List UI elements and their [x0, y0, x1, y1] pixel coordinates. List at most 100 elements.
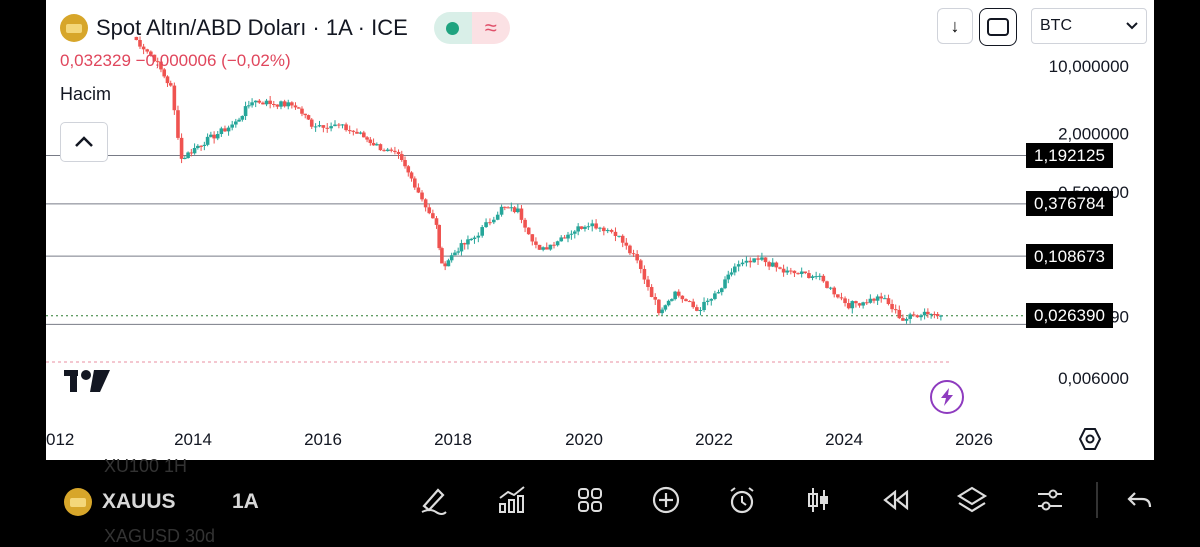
candle: [897, 309, 902, 319]
candle: [676, 291, 681, 296]
candle: [590, 223, 595, 227]
candle: [642, 268, 647, 280]
candle: [646, 279, 650, 288]
price-tag: 0,108673: [1026, 243, 1113, 269]
candle: [723, 279, 727, 289]
candle: [861, 302, 865, 306]
candle: [179, 137, 184, 159]
candle: [649, 287, 654, 297]
candle: [495, 214, 500, 220]
layouts-grid-icon[interactable]: [572, 482, 608, 518]
drawing-tools-icon[interactable]: [416, 482, 452, 518]
candle: [313, 126, 318, 128]
candle: [814, 276, 818, 278]
candle: [340, 124, 345, 126]
candle: [803, 271, 808, 274]
candle: [412, 178, 417, 188]
chart-title[interactable]: Spot Altın/ABD Doları · 1A · ICE: [96, 15, 408, 40]
candle: [303, 113, 308, 116]
candle: [716, 292, 721, 294]
candle: [189, 152, 194, 154]
currency-select[interactable]: BTC: [1031, 8, 1147, 44]
candle: [168, 83, 173, 86]
price-tag: 1,192125: [1026, 142, 1113, 168]
add-plus-icon[interactable]: [648, 482, 684, 518]
candle: [333, 124, 337, 127]
candle: [431, 213, 435, 219]
candle: [781, 268, 786, 273]
candle: [459, 243, 464, 252]
candle: [736, 264, 741, 267]
candle: [152, 54, 157, 62]
candlestick-type-icon[interactable]: [800, 482, 836, 518]
candle: [702, 301, 706, 311]
candle: [365, 137, 369, 140]
candle: [138, 40, 142, 47]
candle: [453, 252, 457, 256]
x-tick-label: 2020: [565, 430, 603, 449]
candle: [503, 206, 507, 208]
interval-button[interactable]: 1A: [232, 490, 259, 513]
undo-icon[interactable]: [1122, 482, 1158, 518]
candle: [620, 235, 625, 243]
candle: [264, 100, 269, 105]
market-status-pill[interactable]: ≈: [433, 12, 510, 44]
candle: [351, 130, 356, 132]
candle: [854, 301, 858, 304]
candle: [155, 61, 160, 63]
indicators-icon[interactable]: [494, 482, 530, 518]
candle: [250, 102, 254, 106]
candle: [666, 300, 671, 306]
layers-icon[interactable]: [954, 482, 990, 518]
candle: [300, 108, 304, 114]
symbol-button[interactable]: XAUUSD: [102, 490, 176, 513]
candle: [939, 315, 943, 317]
candle: [843, 298, 847, 304]
volume-label[interactable]: Hacim: [60, 84, 112, 104]
candle: [443, 263, 447, 267]
alarm-clock-icon[interactable]: [724, 482, 760, 518]
candle: [476, 235, 481, 238]
candle: [282, 101, 287, 107]
candle: [548, 244, 553, 250]
candle: [926, 311, 930, 315]
candle: [705, 300, 710, 302]
candle: [687, 301, 692, 303]
chart-panel[interactable]: 10,0000002,0000000,5000000,0263900,00600…: [46, 0, 1154, 460]
candle: [929, 313, 933, 315]
candle: [257, 100, 262, 103]
candle: [523, 219, 527, 228]
candle: [488, 222, 492, 224]
candle: [868, 298, 873, 303]
candle: [275, 104, 280, 107]
lightning-icon[interactable]: [930, 380, 964, 414]
candle: [836, 294, 840, 298]
candle: [469, 239, 473, 241]
y-tick-label: 2,000000: [1058, 125, 1129, 144]
candle: [423, 199, 428, 208]
download-button[interactable]: ↓: [937, 8, 973, 44]
candle: [347, 130, 352, 132]
candle: [908, 314, 912, 319]
chevron-down-icon: [1126, 22, 1138, 30]
candle: [537, 244, 542, 250]
candle: [624, 242, 629, 246]
candle: [371, 142, 376, 146]
market-status-dot-icon[interactable]: [433, 12, 472, 44]
candle: [506, 207, 510, 209]
fullscreen-button[interactable]: [979, 8, 1017, 46]
x-tick-label: 2024: [825, 430, 863, 449]
hexagon-settings-icon[interactable]: [1078, 427, 1102, 451]
fullscreen-icon: [987, 18, 1009, 36]
candle: [162, 69, 167, 77]
candle: [243, 106, 248, 117]
wave-icon[interactable]: ≈: [471, 12, 510, 44]
settings-sliders-icon[interactable]: [1032, 482, 1068, 518]
collapse-button[interactable]: [60, 122, 108, 162]
candle: [466, 239, 470, 245]
x-tick-label: 2018: [434, 430, 472, 449]
candle: [631, 253, 636, 255]
replay-rewind-icon[interactable]: [878, 482, 914, 518]
candle: [732, 266, 737, 273]
candle: [368, 139, 373, 143]
